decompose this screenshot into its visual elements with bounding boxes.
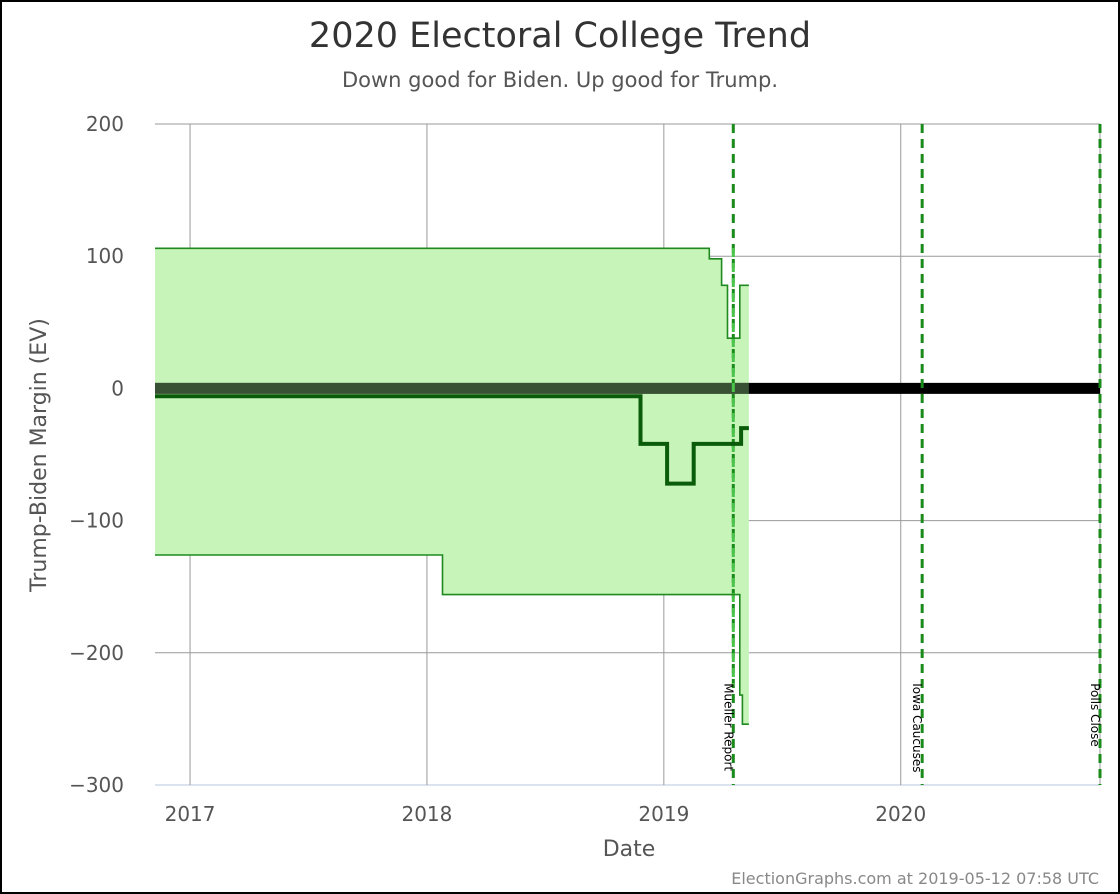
- event-label: Polls Close: [1088, 683, 1102, 747]
- y-tick-label: −100: [69, 509, 124, 533]
- y-tick-label: 100: [86, 244, 124, 268]
- y-axis-title: Trump-Biden Margin (EV): [27, 318, 52, 593]
- event-markers: Mueller Report Iowa Caucuses Polls Close: [721, 124, 1102, 785]
- x-tick-label: 2020: [875, 802, 926, 826]
- x-tick-label: 2017: [165, 802, 216, 826]
- range-band: [155, 248, 749, 725]
- tie-line: [155, 382, 1100, 394]
- lower-bound-line: [155, 554, 749, 725]
- x-axis-title: Date: [603, 837, 656, 862]
- event-label: Iowa Caucuses: [910, 683, 924, 772]
- chart-subtitle: Down good for Biden. Up good for Trump.: [342, 68, 778, 92]
- series-lines: [155, 247, 749, 725]
- zero-margin-line-tint: [155, 382, 749, 394]
- y-axis-ticks: 200 100 0 −100 −200 −300: [69, 112, 124, 797]
- y-tick-label: 200: [86, 112, 124, 136]
- x-axis-ticks: 2017 2018 2019 2020: [165, 802, 927, 826]
- upper-bound-line: [155, 247, 749, 339]
- expected-margin-line: [155, 394, 749, 486]
- range-band-area: [155, 248, 749, 725]
- x-tick-label: 2019: [638, 802, 689, 826]
- x-tick-label: 2018: [401, 802, 452, 826]
- event-label: Mueller Report: [721, 683, 735, 771]
- chart-title: 2020 Electoral College Trend: [309, 16, 811, 56]
- credit-text: ElectionGraphs.com at 2019-05-12 07:58 U…: [731, 869, 1099, 888]
- y-tick-label: −300: [69, 773, 124, 797]
- y-tick-label: −200: [69, 641, 124, 665]
- y-tick-label: 0: [111, 376, 124, 400]
